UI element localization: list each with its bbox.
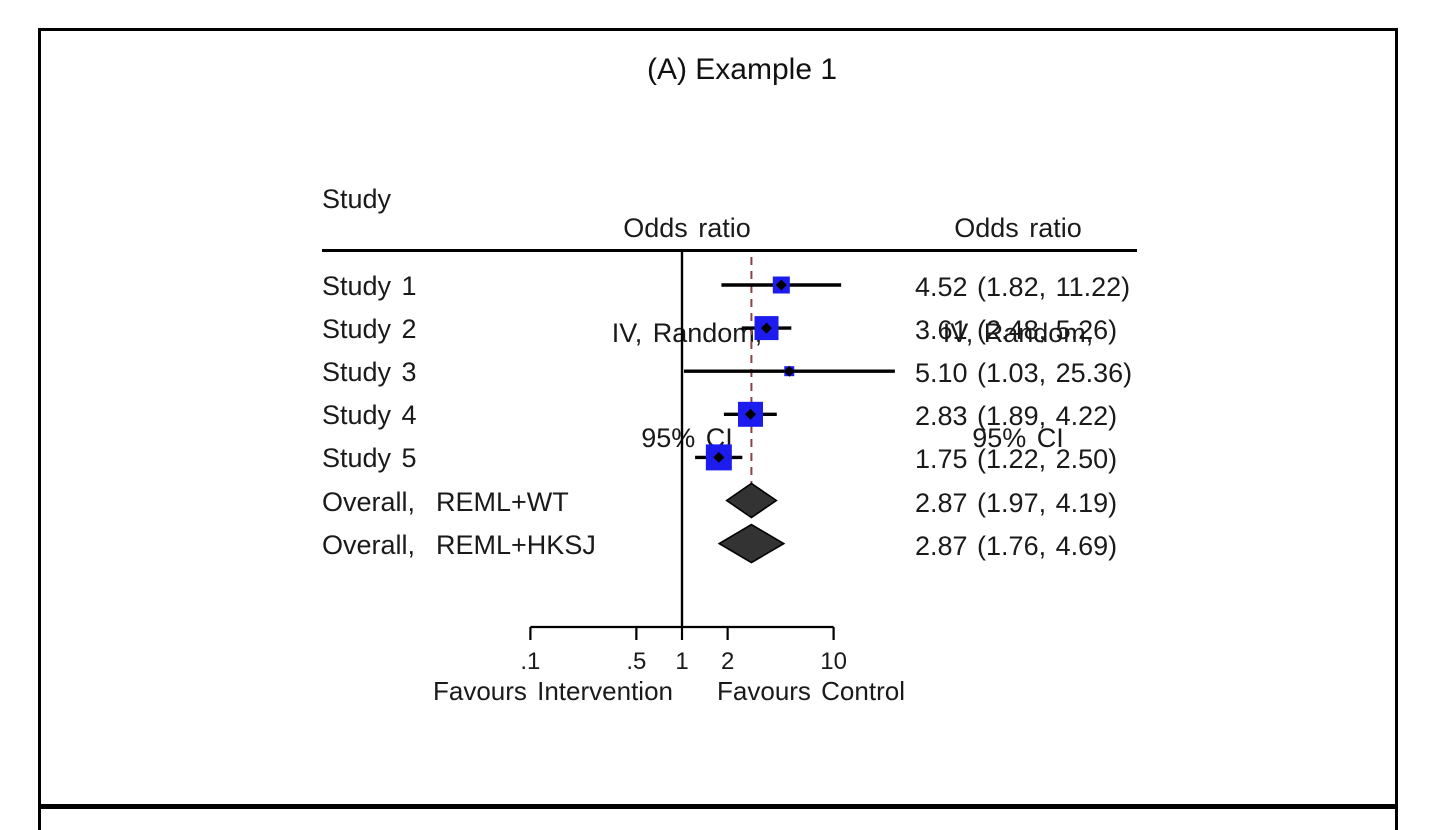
axis-left-label: Favours Intervention [432,676,673,706]
row-label: Study 1 [322,271,417,301]
row-label: Study 3 [322,357,417,388]
axis-tick-label: 10 [820,648,847,675]
row-value: 3.61 (2.48, 5.26) [915,315,1118,346]
header-rule-line [322,249,1137,252]
row-value: 5.10 (1.03, 25.36) [915,358,1133,389]
overall-diamond [725,482,778,519]
value-column-header-line3: 95% CI [972,423,1064,453]
plot-column-header-line3: 95% CI [641,423,733,453]
value-column-header: Odds ratio IV, Random, 95% CI [868,141,1168,526]
row-label: Overall, REML+WT [322,486,569,517]
row-label: Study 5 [322,443,417,474]
row-value: 4.52 (1.82, 11.22) [915,272,1131,302]
forest-plot-svg [529,251,895,640]
frame-right-border [1395,28,1398,830]
frame-top-border [38,28,1398,31]
value-column-header-line2: IV, Random, [942,318,1094,348]
point-estimate-marker [744,408,756,420]
axis-tick-label: .5 [626,648,647,675]
point-estimate-marker [761,322,773,334]
panel-title: (A) Example 1 [646,53,838,86]
frame-left-border [38,28,41,830]
point-estimate-marker [775,279,787,291]
axis-right-label: Favours Control [717,676,905,706]
point-estimate-marker [783,365,795,377]
plot-column-header-line2: IV, Random, [611,318,763,348]
point-estimate-marker [713,451,725,463]
axis-tick-label: 1 [675,648,689,675]
row-label: Study 4 [322,400,417,431]
row-value: 2.83 (1.89, 4.22) [915,401,1118,432]
study-column-header: Study [322,184,392,214]
row-label: Study 2 [322,314,417,345]
row-value: 2.87 (1.97, 4.19) [915,487,1118,518]
row-value: 2.87 (1.76, 4.69) [915,530,1118,561]
row-value: 1.75 (1.22, 2.50) [915,444,1118,475]
overall-diamond [717,523,786,564]
axis-tick-label: 2 [720,648,735,675]
axis-tick-label: .1 [520,648,541,675]
plot-column-header-line1: Odds ratio [623,213,751,243]
value-column-header-line1: Odds ratio [954,213,1082,243]
row-label: Overall, REML+HKSJ [322,529,596,560]
plot-column-header: Odds ratio IV, Random, 95% CI [537,141,837,526]
panel-divider-line [38,804,1398,809]
